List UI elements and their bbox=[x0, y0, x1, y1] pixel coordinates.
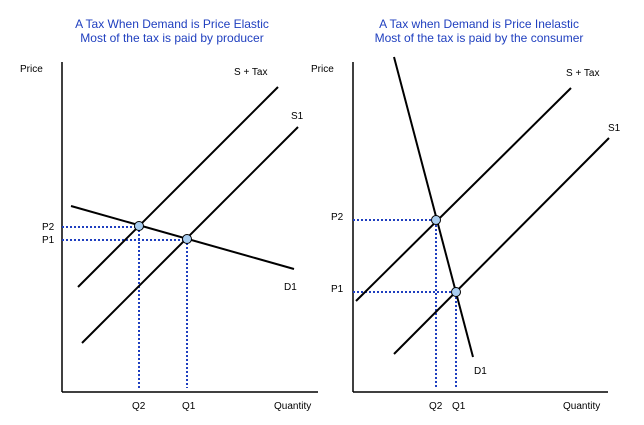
right-title-line1: A Tax when Demand is Price Inelastic bbox=[379, 17, 579, 31]
left-demand-label: D1 bbox=[284, 282, 297, 293]
left-y-axis-label: Price bbox=[20, 64, 43, 75]
left-q1-label: Q1 bbox=[182, 401, 196, 412]
right-x-axis-label: Quantity bbox=[563, 401, 600, 412]
right-equilibrium-original bbox=[451, 287, 461, 297]
left-p1-q1-guide bbox=[62, 239, 188, 388]
right-title-line2: Most of the tax is paid by the consumer bbox=[375, 31, 584, 45]
right-p2-q2-guide bbox=[353, 219, 437, 388]
left-p2-q2-guide bbox=[62, 226, 140, 388]
right-p2-label: P2 bbox=[331, 212, 344, 223]
left-panel: A Tax When Demand is Price Elastic Most … bbox=[20, 17, 318, 412]
right-demand-curve bbox=[393, 56, 474, 358]
right-demand-label: D1 bbox=[474, 366, 487, 377]
right-q2-label: Q2 bbox=[429, 401, 443, 412]
right-supply-curve bbox=[393, 137, 610, 355]
right-panel: A Tax when Demand is Price Inelastic Mos… bbox=[311, 17, 621, 412]
left-p2-label: P2 bbox=[42, 222, 55, 233]
left-supply-tax-label: S + Tax bbox=[234, 67, 267, 78]
right-supply-tax-curve bbox=[355, 87, 572, 302]
left-x-axis-label: Quantity bbox=[274, 401, 311, 412]
left-q2-label: Q2 bbox=[132, 401, 146, 412]
left-equilibrium-with-tax bbox=[134, 221, 144, 231]
right-supply-tax-label: S + Tax bbox=[566, 68, 599, 79]
right-supply-label: S1 bbox=[608, 123, 621, 134]
left-title-line1: A Tax When Demand is Price Elastic bbox=[75, 17, 269, 31]
left-supply-tax-curve bbox=[77, 86, 279, 288]
right-p1-label: P1 bbox=[331, 284, 344, 295]
left-equilibrium-original bbox=[182, 234, 192, 244]
right-equilibrium-with-tax bbox=[431, 215, 441, 225]
left-supply-label: S1 bbox=[291, 111, 304, 122]
left-p1-label: P1 bbox=[42, 235, 55, 246]
right-q1-label: Q1 bbox=[452, 401, 466, 412]
right-y-axis-label: Price bbox=[311, 64, 334, 75]
left-title-line2: Most of the tax is paid by producer bbox=[80, 31, 263, 45]
